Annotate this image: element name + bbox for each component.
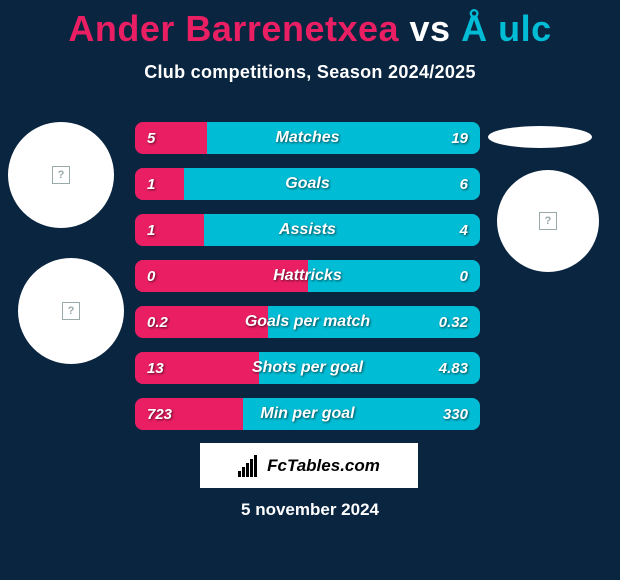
stat-right-value: 0 bbox=[460, 260, 468, 292]
stat-left-value: 13 bbox=[147, 352, 164, 384]
stat-right-value: 6 bbox=[460, 168, 468, 200]
page-title: Ander Barrenetxea vs Å ulc bbox=[0, 0, 620, 50]
stat-label: Hattricks bbox=[135, 260, 480, 292]
avatar-circle-3: ? bbox=[497, 170, 599, 272]
stat-label: Assists bbox=[135, 214, 480, 246]
stat-left-value: 1 bbox=[147, 214, 155, 246]
placeholder-icon: ? bbox=[52, 166, 70, 184]
stat-row: 1 4Assists bbox=[135, 214, 480, 246]
placeholder-icon: ? bbox=[539, 212, 557, 230]
stat-label: Matches bbox=[135, 122, 480, 154]
stat-label: Goals per match bbox=[135, 306, 480, 338]
stat-right-value: 4 bbox=[460, 214, 468, 246]
stat-left-value: 5 bbox=[147, 122, 155, 154]
footer-brand-text: FcTables.com bbox=[267, 456, 380, 476]
stat-left-value: 1 bbox=[147, 168, 155, 200]
stat-left-value: 0.2 bbox=[147, 306, 168, 338]
stat-row: 13 4.83Shots per goal bbox=[135, 352, 480, 384]
player2-name: Å ulc bbox=[461, 8, 552, 49]
stat-row: 723 330Min per goal bbox=[135, 398, 480, 430]
stat-right-value: 4.83 bbox=[439, 352, 468, 384]
avatar-circle-1: ? bbox=[8, 122, 114, 228]
bar-chart-icon bbox=[238, 455, 257, 477]
stat-row: 5 19Matches bbox=[135, 122, 480, 154]
vs-text: vs bbox=[410, 8, 451, 49]
player1-name: Ander Barrenetxea bbox=[68, 8, 399, 49]
avatar-circle-2: ? bbox=[18, 258, 124, 364]
stat-label: Goals bbox=[135, 168, 480, 200]
stat-right-value: 330 bbox=[443, 398, 468, 430]
stat-right-value: 0.32 bbox=[439, 306, 468, 338]
stat-label: Shots per goal bbox=[135, 352, 480, 384]
date-text: 5 november 2024 bbox=[0, 500, 620, 520]
comparison-bars: 519Matches16Goals14Assists00Hattricks0.2… bbox=[135, 122, 480, 444]
footer-brand-box: FcTables.com bbox=[200, 443, 418, 488]
stat-row: 0.2 0.32Goals per match bbox=[135, 306, 480, 338]
stat-label: Min per goal bbox=[135, 398, 480, 430]
subtitle: Club competitions, Season 2024/2025 bbox=[0, 62, 620, 83]
stat-right-value: 19 bbox=[451, 122, 468, 154]
stat-left-value: 723 bbox=[147, 398, 172, 430]
stat-row: 0 0Hattricks bbox=[135, 260, 480, 292]
stat-left-value: 0 bbox=[147, 260, 155, 292]
stat-row: 1 6Goals bbox=[135, 168, 480, 200]
avatar-ellipse bbox=[488, 126, 592, 148]
placeholder-icon: ? bbox=[62, 302, 80, 320]
